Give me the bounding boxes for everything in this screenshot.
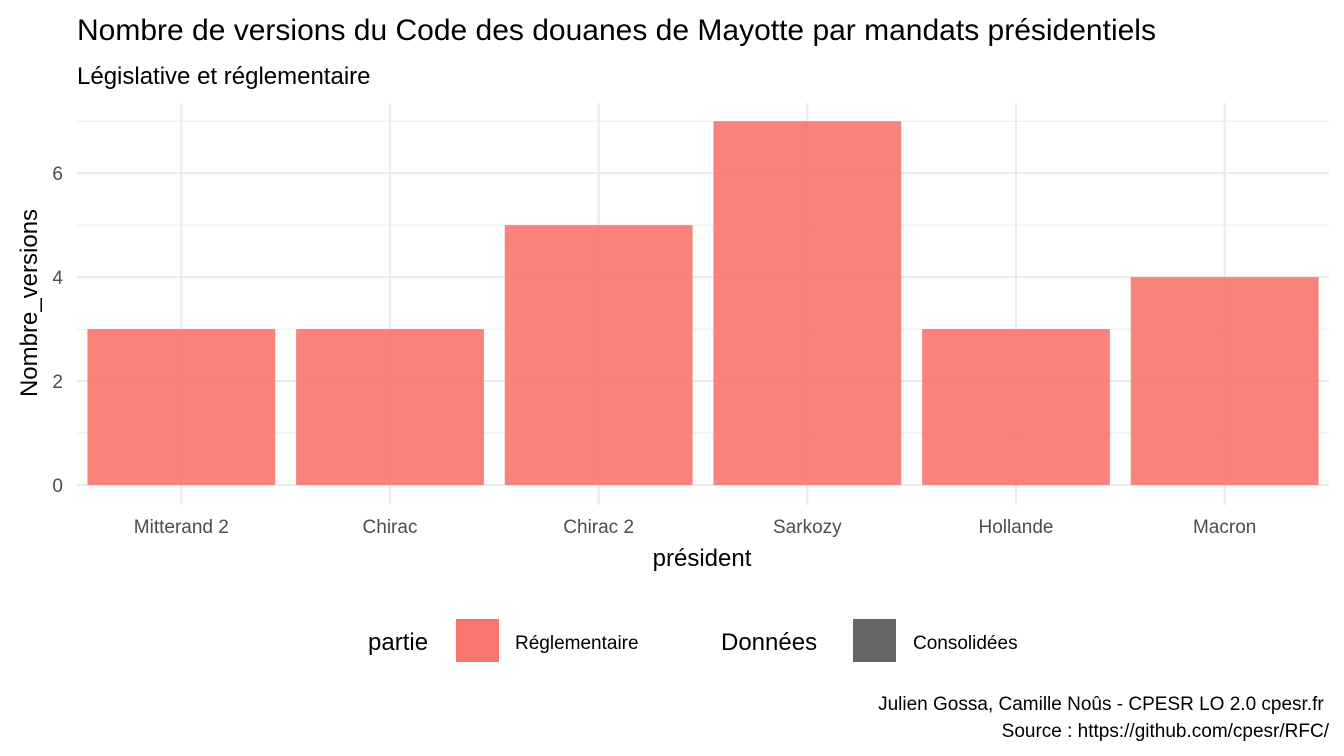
chart-subtitle: Législative et réglementaire <box>77 63 371 90</box>
plot-area: 0 2 4 6 Mitterand 2 Chirac Chirac 2 Sarkozy Holl… <box>52 103 1329 538</box>
y-tick-label: 4 <box>52 268 63 289</box>
bar-chirac-2 <box>504 225 693 485</box>
x-axis-title: président <box>653 545 752 572</box>
bar-sarkozy <box>713 121 902 485</box>
y-tick-label: 6 <box>52 164 63 185</box>
caption-line-1: Julien Gossa, Camille Noûs - CPESR LO 2.… <box>878 694 1329 715</box>
caption-line-2: Source : https://github.com/cpesr/RFC/ <box>1002 721 1330 742</box>
chart-title: Nombre de versions du Code des douanes d… <box>77 14 1156 47</box>
x-tick-label: Chirac <box>363 517 418 538</box>
bar-hollande <box>922 329 1110 485</box>
legend-key-consolidees <box>853 619 896 662</box>
x-tick-label: Hollande <box>979 517 1054 538</box>
bar-mitterand-2 <box>87 329 276 485</box>
legend-title-partie: partie <box>368 629 428 656</box>
x-tick-label: Macron <box>1193 517 1256 538</box>
x-tick-label: Chirac 2 <box>563 517 634 538</box>
y-tick-label: 2 <box>52 372 63 393</box>
legend-key-reglementaire <box>456 619 499 662</box>
y-axis-title: Nombre_versions <box>16 209 43 397</box>
legend-label-consolidees: Consolidées <box>913 633 1018 654</box>
bar-macron <box>1130 277 1319 485</box>
y-tick-label: 0 <box>52 476 63 497</box>
x-tick-label: Sarkozy <box>773 517 842 538</box>
bar-chirac <box>296 329 484 485</box>
legend-label-reglementaire: Réglementaire <box>515 633 639 654</box>
x-tick-label: Mitterand 2 <box>134 517 229 538</box>
legend: partie Réglementaire Données Consolidées <box>368 619 1018 662</box>
legend-title-donnees: Données <box>721 629 817 656</box>
